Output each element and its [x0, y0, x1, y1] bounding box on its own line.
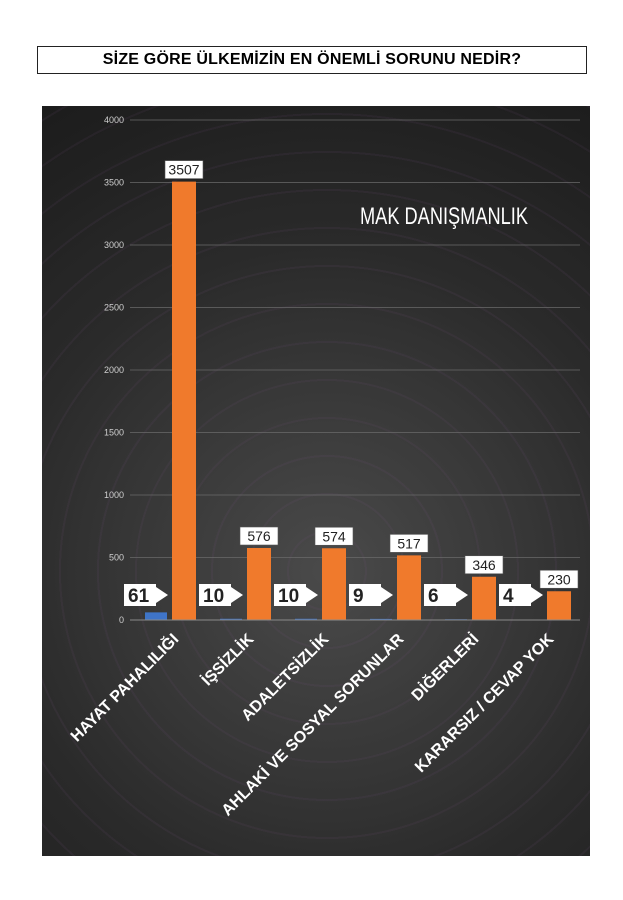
bar-secondary	[295, 618, 317, 620]
bar-primary	[397, 555, 421, 620]
x-tick-label: HAYAT PAHALILIĞI	[66, 629, 182, 745]
data-label: 576	[247, 528, 271, 544]
y-tick-label: 1500	[104, 428, 124, 438]
y-tick-label: 500	[109, 553, 124, 563]
bar-secondary	[145, 612, 167, 620]
bar-primary	[547, 591, 571, 620]
bar-secondary	[220, 618, 242, 620]
value-label-box	[464, 555, 504, 575]
data-label: 61	[128, 586, 150, 607]
arrow-label-shape	[274, 584, 318, 606]
arrow-label-shape	[199, 584, 243, 606]
watermark-text: MAK DANIŞMANLIK	[360, 203, 528, 230]
data-label: 10	[278, 586, 299, 607]
bar-primary	[172, 181, 196, 620]
value-label-box	[539, 569, 579, 589]
data-label: 517	[397, 535, 421, 551]
data-label: 6	[428, 586, 439, 607]
value-label-box	[239, 526, 279, 546]
chart-area: 0 500 1000 1500 2000 2500 3000 3500 4000 MAK DANI…	[42, 106, 590, 856]
data-label: 4	[503, 586, 514, 607]
arrow-label-shape	[124, 584, 168, 606]
y-tick-label: 1000	[104, 490, 124, 500]
data-label: 346	[472, 557, 496, 573]
y-tick-label: 2000	[104, 365, 124, 375]
x-tick-label: KARARSIZ / CEVAP YOK	[412, 630, 558, 776]
bar-primary	[247, 548, 271, 620]
value-label-box	[314, 526, 354, 546]
value-label-box	[389, 534, 429, 553]
bar-primary	[322, 548, 346, 620]
bar-chart: 0 500 1000 1500 2000 2500 3000 3500 4000 MAK DANI…	[66, 115, 580, 819]
arrow-label-shape	[424, 584, 468, 606]
y-tick-label: 2500	[104, 303, 124, 313]
x-tick-label: DİĞERLERİ	[407, 629, 482, 704]
bar-primary	[472, 576, 496, 620]
bar-secondary	[370, 618, 392, 620]
data-label: 574	[322, 528, 346, 544]
y-tick-label: 0	[119, 615, 124, 625]
arrow-label-shape	[499, 584, 543, 606]
y-tick-label: 4000	[104, 115, 124, 125]
x-tick-label: İŞSİZLİK	[198, 630, 258, 690]
y-tick-label: 3000	[104, 240, 124, 250]
data-label: 10	[203, 586, 224, 607]
page-title: SİZE GÖRE ÜLKEMİZİN EN ÖNEMLİ SORUNU NED…	[37, 46, 587, 74]
data-label: 3507	[168, 162, 199, 178]
y-tick-label: 3500	[104, 178, 124, 188]
data-label: 230	[547, 571, 571, 587]
data-label: 9	[353, 586, 364, 607]
value-label-box	[164, 160, 204, 179]
arrow-label-shape	[349, 584, 393, 606]
